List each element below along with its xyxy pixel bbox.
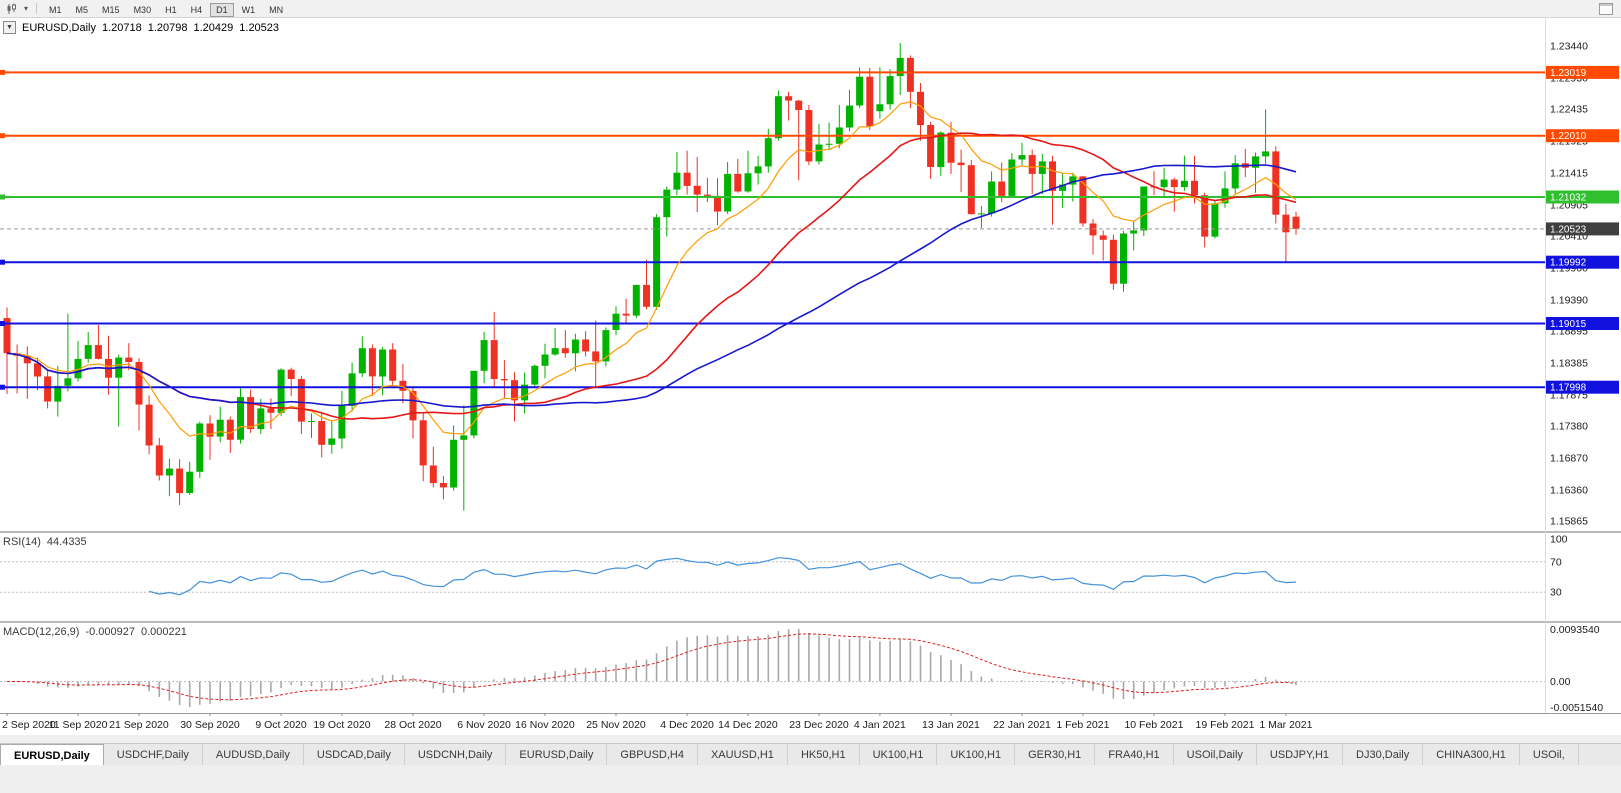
- svg-text:4 Dec 2020: 4 Dec 2020: [660, 719, 714, 731]
- svg-text:1.17998: 1.17998: [1550, 383, 1587, 394]
- chart-tab-fra40-h1[interactable]: FRA40,H1: [1095, 744, 1174, 765]
- status-bar-area: [0, 765, 1621, 793]
- macd-signal-value: 0.000221: [140, 626, 187, 638]
- chart-tab-usdjpy-h1[interactable]: USDJPY,H1: [1257, 744, 1344, 765]
- chart-tab-hk50-h1[interactable]: HK50,H1: [788, 744, 860, 765]
- svg-text:1.20523: 1.20523: [1550, 224, 1587, 235]
- rsi-name: RSI(14): [3, 536, 41, 548]
- svg-text:1.21415: 1.21415: [1550, 167, 1588, 179]
- svg-text:11 Sep 2020: 11 Sep 2020: [49, 719, 108, 731]
- close-value: 1.20523: [239, 21, 280, 34]
- chart-tab-usdcnh-daily[interactable]: USDCNH,Daily: [405, 744, 507, 765]
- svg-text:2 Sep 2020: 2 Sep 2020: [2, 719, 56, 731]
- svg-text:16 Nov 2020: 16 Nov 2020: [515, 719, 575, 731]
- ohlc-readout: ▼ EURUSD,Daily 1.20718 1.20798 1.20429 1…: [3, 21, 279, 34]
- chart-tab-usdchf-daily[interactable]: USDCHF,Daily: [104, 744, 203, 765]
- macd-name: MACD(12,26,9): [3, 626, 80, 638]
- svg-text:30 Sep 2020: 30 Sep 2020: [180, 719, 240, 731]
- chart-tab-bar: EURUSD,Daily USDCHF,Daily AUDUSD,Daily USDC…: [0, 743, 1621, 765]
- timeframe-button-m30[interactable]: M30: [128, 3, 158, 17]
- svg-text:1.19992: 1.19992: [1550, 258, 1587, 269]
- svg-text:0.00: 0.00: [1550, 676, 1571, 688]
- toolbar-separator: [36, 3, 38, 14]
- window-restore-icon[interactable]: [1599, 2, 1613, 15]
- svg-text:19 Feb 2021: 19 Feb 2021: [1196, 719, 1255, 731]
- svg-text:1.19390: 1.19390: [1550, 294, 1588, 306]
- svg-text:1 Feb 2021: 1 Feb 2021: [1056, 719, 1109, 731]
- svg-text:1.17380: 1.17380: [1550, 420, 1588, 432]
- chart-tab-eurusd-daily[interactable]: EURUSD,Daily: [506, 744, 608, 765]
- macd-indicator-label: MACD(12,26,9) -0.000927 0.000221: [3, 626, 187, 638]
- chart-tab-uk100-h1[interactable]: UK100,H1: [860, 744, 938, 765]
- rsi-value: 44.4335: [46, 536, 87, 548]
- candlestick-chart-icon: [7, 3, 16, 14]
- chart-tab-ger30-h1[interactable]: GER30,H1: [1015, 744, 1096, 765]
- svg-text:10 Feb 2021: 10 Feb 2021: [1124, 719, 1183, 731]
- svg-text:23 Dec 2020: 23 Dec 2020: [789, 719, 849, 731]
- svg-text:70: 70: [1550, 556, 1562, 568]
- svg-text:1.15865: 1.15865: [1550, 515, 1588, 527]
- chart-tab-eurusd-daily[interactable]: EURUSD,Daily: [0, 744, 104, 765]
- chart-tab-usoil-[interactable]: USOil,: [1520, 744, 1579, 765]
- svg-text:4 Jan 2021: 4 Jan 2021: [854, 719, 906, 731]
- high-value: 1.20798: [147, 21, 188, 34]
- chart-tab-gbpusd-h4[interactable]: GBPUSD,H4: [607, 744, 698, 765]
- timeframe-button-d1[interactable]: D1: [210, 2, 234, 17]
- svg-text:21 Sep 2020: 21 Sep 2020: [109, 719, 169, 731]
- timeframe-button-h4[interactable]: H4: [185, 3, 209, 17]
- chart-tab-dj30-daily[interactable]: DJ30,Daily: [1343, 744, 1424, 765]
- svg-text:1 Mar 2021: 1 Mar 2021: [1259, 719, 1312, 731]
- svg-text:1.23440: 1.23440: [1550, 41, 1588, 53]
- svg-text:22 Jan 2021: 22 Jan 2021: [993, 719, 1051, 731]
- svg-text:1.18385: 1.18385: [1550, 357, 1588, 369]
- chart-type-dropdown-icon[interactable]: ▾: [21, 1, 31, 16]
- svg-text:25 Nov 2020: 25 Nov 2020: [586, 719, 646, 731]
- timeframe-buttons: M1 M5 M15 M30 H1 H4 D1 W1 MN: [42, 0, 290, 18]
- macd-main-value: -0.000927: [85, 626, 135, 638]
- svg-text:-0.0051540: -0.0051540: [1550, 702, 1603, 714]
- chart-canvas[interactable]: 1.234401.229301.224351.219251.214151.209…: [0, 18, 1621, 735]
- svg-text:100: 100: [1550, 534, 1568, 546]
- chart-tab-audusd-daily[interactable]: AUDUSD,Daily: [203, 744, 304, 765]
- timeframe-toolbar: ▾ M1 M5 M15 M30 H1 H4 D1 W1 MN: [0, 0, 1621, 18]
- svg-text:6 Nov 2020: 6 Nov 2020: [457, 719, 511, 731]
- svg-text:1.22435: 1.22435: [1550, 104, 1588, 116]
- symbol-period-label: EURUSD,Daily: [22, 21, 96, 34]
- svg-text:13 Jan 2021: 13 Jan 2021: [922, 719, 980, 731]
- svg-text:14 Dec 2020: 14 Dec 2020: [718, 719, 778, 731]
- chart-type-button[interactable]: [3, 1, 21, 16]
- timeframe-button-mn[interactable]: MN: [263, 3, 289, 17]
- svg-text:0.0093540: 0.0093540: [1550, 624, 1600, 636]
- svg-text:1.19015: 1.19015: [1550, 319, 1587, 330]
- timeframe-button-m1[interactable]: M1: [43, 3, 68, 17]
- svg-text:1.23019: 1.23019: [1550, 68, 1587, 79]
- timeframe-button-m5[interactable]: M5: [70, 3, 95, 17]
- svg-text:9 Oct 2020: 9 Oct 2020: [255, 719, 307, 731]
- rsi-indicator-label: RSI(14) 44.4335: [3, 536, 87, 548]
- chart-tab-usdcad-daily[interactable]: USDCAD,Daily: [304, 744, 405, 765]
- chart-tab-uk100-h1[interactable]: UK100,H1: [937, 744, 1016, 765]
- timeframe-button-m15[interactable]: M15: [96, 3, 126, 17]
- svg-text:1.16870: 1.16870: [1550, 452, 1588, 464]
- open-value: 1.20718: [101, 21, 142, 34]
- svg-text:30: 30: [1550, 587, 1562, 599]
- svg-text:19 Oct 2020: 19 Oct 2020: [313, 719, 370, 731]
- low-value: 1.20429: [193, 21, 234, 34]
- timeframe-button-w1[interactable]: W1: [236, 3, 262, 17]
- chart-tab-usoil-daily[interactable]: USOil,Daily: [1174, 744, 1257, 765]
- chart-tab-china300-h1[interactable]: CHINA300,H1: [1423, 744, 1520, 765]
- chart-tab-xauusd-h1[interactable]: XAUUSD,H1: [698, 744, 788, 765]
- chart-menu-toggle-icon[interactable]: ▼: [3, 21, 16, 34]
- svg-text:1.21032: 1.21032: [1550, 193, 1587, 204]
- timeframe-button-h1[interactable]: H1: [159, 3, 183, 17]
- svg-text:1.16360: 1.16360: [1550, 484, 1588, 496]
- svg-text:28 Oct 2020: 28 Oct 2020: [384, 719, 441, 731]
- svg-text:1.22010: 1.22010: [1550, 131, 1587, 142]
